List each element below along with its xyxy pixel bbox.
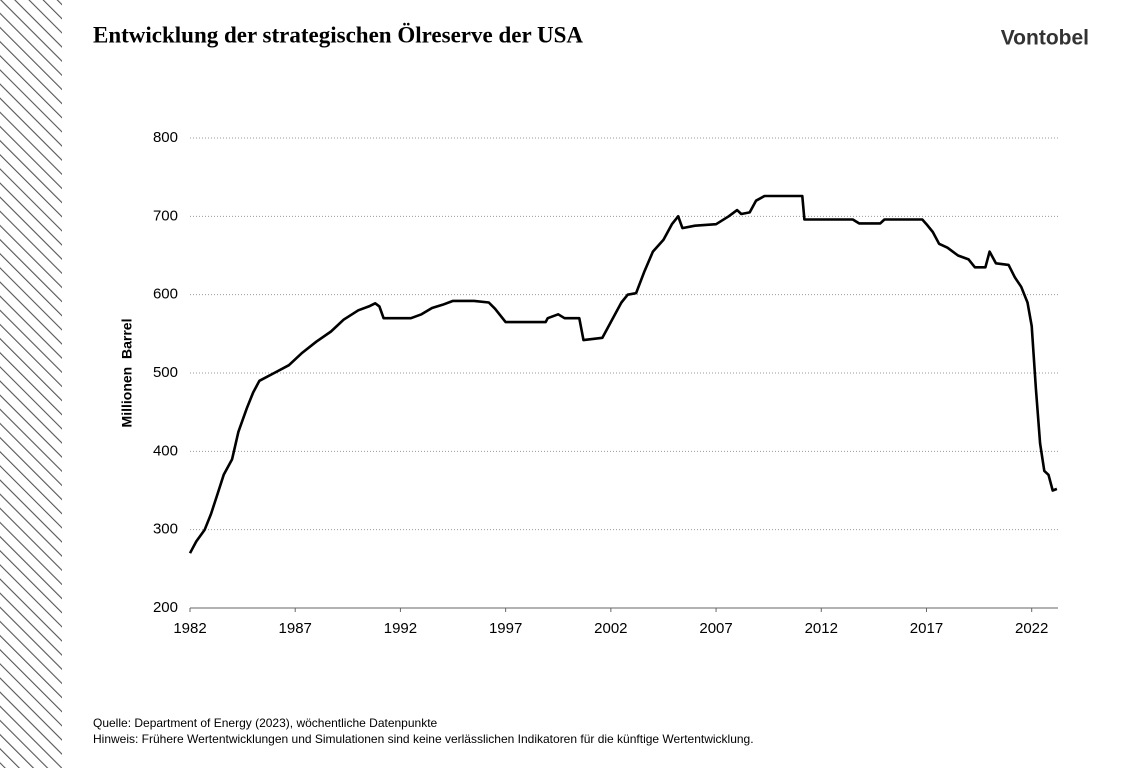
- x-tick-label: 2012: [805, 620, 838, 637]
- y-tick-label: 600: [153, 286, 178, 303]
- x-tick-label: 2017: [910, 620, 943, 637]
- x-tick-label: 1982: [173, 620, 206, 637]
- x-tick-label: 2022: [1015, 620, 1048, 637]
- y-tick-label: 800: [153, 129, 178, 146]
- x-tick-label: 2002: [594, 620, 627, 637]
- side-hatch: [0, 0, 62, 768]
- y-tick-label: 300: [153, 521, 178, 538]
- x-tick-label: 1997: [489, 620, 522, 637]
- y-tick-label: 700: [153, 207, 178, 224]
- y-tick-label: 500: [153, 364, 178, 381]
- data-line: [188, 194, 1058, 554]
- y-axis-label: Millionen Barrel: [119, 319, 135, 428]
- chart-title: Entwicklung der strategischen Ölreserve …: [93, 22, 583, 47]
- x-tick-label: 2007: [699, 620, 732, 637]
- y-tick-label: 400: [153, 442, 178, 459]
- logo: Vontobel: [1001, 27, 1089, 50]
- y-tick-label: 200: [153, 599, 178, 616]
- x-tick-label: 1987: [279, 620, 312, 637]
- x-tick-label: 1992: [384, 620, 417, 637]
- source-note: Quelle: Department of Energy (2023), wöc…: [93, 716, 438, 730]
- disclaimer-note: Hinweis: Frühere Wertentwicklungen und S…: [93, 732, 754, 746]
- plot-area: 200 300 400 500 600 700 800 1982 1987 1992 1997 200…: [153, 129, 1058, 637]
